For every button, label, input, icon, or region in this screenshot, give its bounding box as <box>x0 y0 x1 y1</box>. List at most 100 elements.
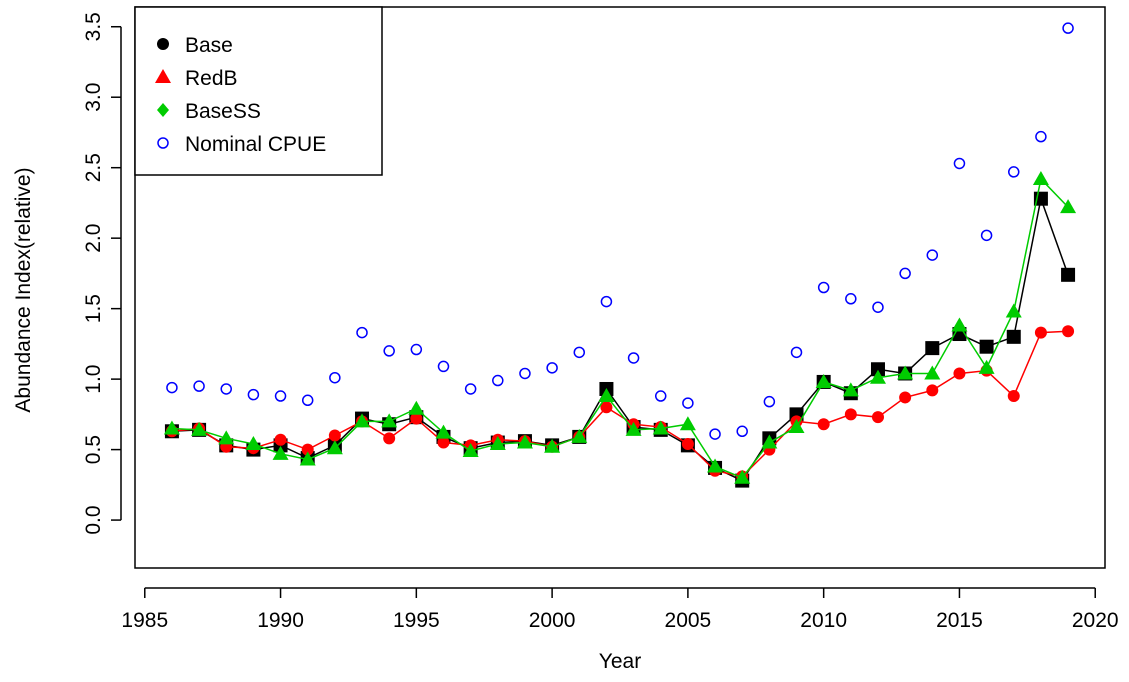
y-tick-label: 3.5 <box>82 12 105 41</box>
data-point <box>845 293 857 305</box>
y-axis-label: Abundance Index(relative) <box>12 167 35 412</box>
data-point <box>329 371 341 384</box>
data-point <box>897 365 914 380</box>
data-point <box>761 434 778 449</box>
data-point <box>383 432 396 445</box>
data-point <box>274 390 287 402</box>
data-point <box>953 367 966 380</box>
data-point <box>354 413 371 428</box>
data-point <box>707 458 724 473</box>
legend-marker <box>157 137 169 149</box>
data-point <box>1062 22 1074 34</box>
data-point <box>356 326 368 339</box>
data-point <box>652 420 669 435</box>
y-tick-label: 1.5 <box>82 294 105 323</box>
data-point <box>326 440 343 455</box>
data-point <box>274 433 287 446</box>
data-point <box>272 445 289 460</box>
data-point <box>844 408 857 421</box>
data-point <box>247 388 260 401</box>
data-point <box>681 437 694 450</box>
data-point <box>1032 170 1049 185</box>
y-tick-label: 3.0 <box>82 83 105 112</box>
series-line <box>171 330 1069 478</box>
data-point <box>869 369 886 384</box>
data-point <box>516 434 533 449</box>
y-tick-label: 2.5 <box>82 153 105 182</box>
x-tick-label: 2015 <box>936 609 983 632</box>
series-line <box>171 177 1069 479</box>
data-point <box>193 380 205 392</box>
x-axis-label: Year <box>599 650 641 673</box>
data-point <box>654 390 667 402</box>
plot-box <box>134 6 1106 569</box>
data-point <box>437 360 450 373</box>
x-tick-label: 1985 <box>121 609 168 632</box>
y-tick-label: 0.5 <box>82 435 105 464</box>
x-tick-label: 2020 <box>1072 609 1119 632</box>
data-point <box>1062 325 1075 338</box>
x-tick-label: 1995 <box>393 609 440 632</box>
data-point <box>301 443 314 456</box>
data-point <box>872 301 884 313</box>
data-point <box>926 384 939 397</box>
legend-label: RedB <box>185 67 238 90</box>
data-point <box>218 430 235 445</box>
data-point <box>709 428 721 440</box>
data-point <box>899 267 911 280</box>
x-tick-label: 2005 <box>665 609 712 632</box>
x-tick-label: 2000 <box>529 609 576 632</box>
data-point <box>679 416 696 431</box>
data-point <box>1006 329 1021 344</box>
data-point <box>301 394 314 407</box>
data-point <box>571 428 588 443</box>
data-point <box>492 374 504 387</box>
data-point <box>437 436 450 449</box>
data-point <box>163 420 180 435</box>
x-tick-label: 1990 <box>257 609 304 632</box>
data-point <box>980 229 993 242</box>
data-point <box>328 429 341 442</box>
legend-label: BaseSS <box>185 100 261 123</box>
x-tick-label: 2010 <box>800 609 847 632</box>
data-point <box>410 343 423 356</box>
data-point <box>220 383 232 395</box>
legend-marker <box>157 38 169 50</box>
data-point <box>953 157 966 170</box>
data-point <box>544 438 561 453</box>
data-point <box>435 424 452 439</box>
data-point <box>978 359 995 374</box>
data-point <box>166 381 178 394</box>
data-point <box>682 397 694 409</box>
data-point <box>899 391 912 404</box>
data-point <box>245 435 262 450</box>
data-point <box>598 388 615 403</box>
data-point <box>408 400 425 415</box>
data-point <box>600 401 613 414</box>
data-point <box>925 341 940 356</box>
data-point <box>1008 166 1020 178</box>
data-point <box>1035 130 1047 143</box>
data-point <box>1034 326 1047 339</box>
data-point <box>788 419 805 434</box>
data-point <box>381 413 398 428</box>
legend: Base RedB BaseSS Nominal CPUE <box>134 6 383 176</box>
series-line <box>171 195 1069 482</box>
data-point <box>627 352 640 364</box>
data-point <box>489 435 506 450</box>
y-tick-label: 0.0 <box>82 505 105 534</box>
data-point <box>842 382 859 397</box>
data-point <box>736 425 748 438</box>
data-point <box>299 451 316 466</box>
data-point <box>600 295 613 308</box>
data-point <box>870 362 885 377</box>
data-point <box>951 317 968 332</box>
data-point <box>817 418 830 431</box>
data-point <box>790 346 803 359</box>
legend-label: Base <box>185 34 233 57</box>
data-point <box>763 395 776 408</box>
data-point <box>1005 303 1022 318</box>
data-point <box>462 443 479 458</box>
y-tick-label: 1.0 <box>82 365 105 394</box>
